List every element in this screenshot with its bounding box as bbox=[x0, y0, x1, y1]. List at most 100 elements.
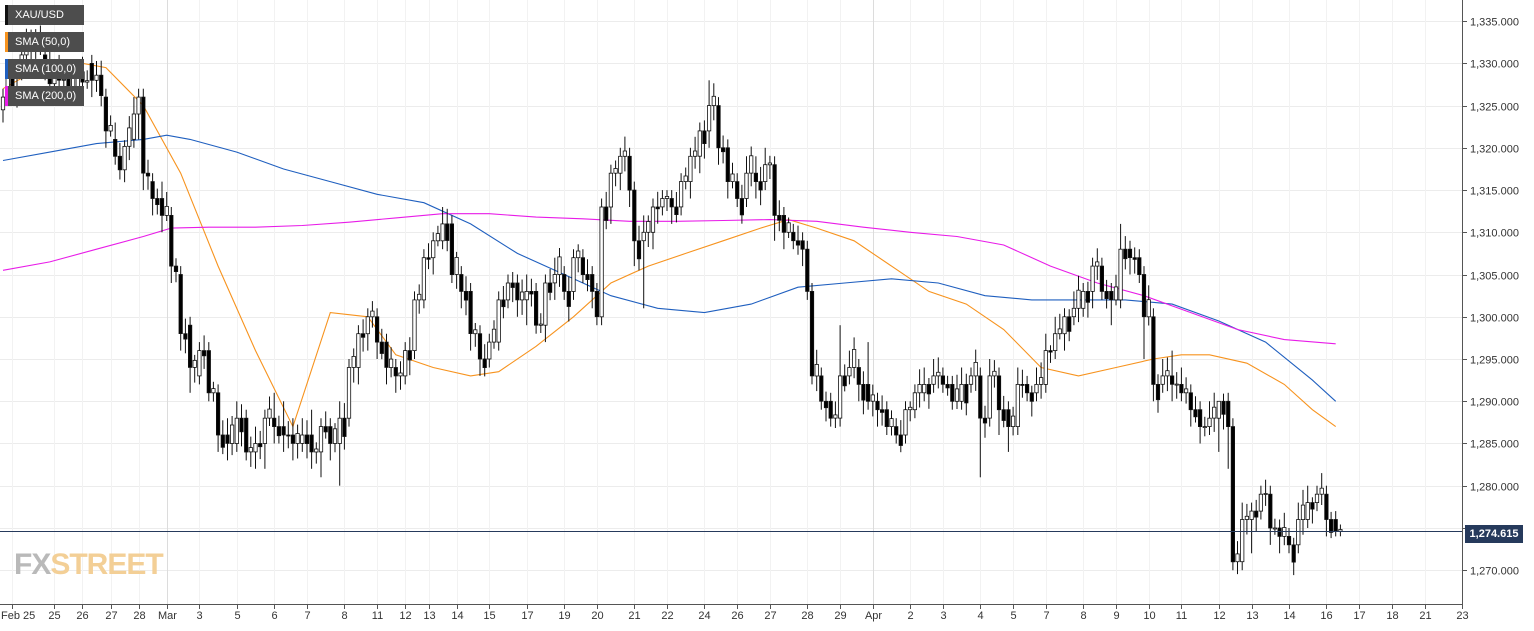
candle-body bbox=[781, 214, 787, 233]
candle-body bbox=[922, 383, 927, 394]
candle bbox=[683, 167, 688, 190]
candle bbox=[875, 392, 880, 427]
candle-body bbox=[1296, 519, 1301, 546]
candle-body bbox=[272, 417, 277, 428]
legend-sma-100[interactable]: SMA (100,0) bbox=[5, 59, 85, 79]
candle bbox=[735, 173, 740, 207]
candle bbox=[1095, 248, 1100, 280]
legend-sma-50[interactable]: SMA (50,0) bbox=[5, 32, 85, 52]
candle bbox=[337, 401, 342, 486]
candle bbox=[1319, 473, 1324, 505]
candle-body bbox=[968, 375, 974, 385]
x-tick-label: 13 bbox=[423, 610, 435, 622]
candle bbox=[1310, 497, 1315, 524]
candle-body bbox=[463, 290, 469, 301]
candle bbox=[342, 403, 347, 450]
candle-body bbox=[996, 375, 1002, 411]
candle bbox=[767, 155, 773, 179]
candle bbox=[669, 190, 674, 224]
candle bbox=[973, 349, 978, 391]
candle-body bbox=[847, 367, 852, 377]
candle bbox=[805, 240, 810, 300]
candle bbox=[552, 257, 557, 300]
y-tick-label: 1,330.000 bbox=[1470, 59, 1519, 71]
x-tick-label: 5 bbox=[234, 610, 240, 622]
candle-body bbox=[1202, 426, 1207, 429]
candle bbox=[1272, 518, 1277, 535]
candle bbox=[996, 367, 1002, 435]
candle bbox=[880, 395, 885, 426]
x-tick-label: 8 bbox=[341, 610, 347, 622]
candle-body bbox=[1249, 510, 1254, 520]
candle-body bbox=[725, 147, 730, 183]
candle bbox=[1090, 257, 1095, 309]
candle bbox=[954, 374, 960, 409]
candle bbox=[155, 188, 160, 215]
candle bbox=[211, 381, 216, 402]
candle-body bbox=[337, 417, 342, 444]
candle-body bbox=[113, 138, 118, 157]
candle bbox=[524, 274, 529, 326]
candle-body bbox=[496, 299, 501, 343]
candle-body bbox=[183, 333, 188, 340]
candle bbox=[936, 357, 941, 389]
x-tick-label: 29 bbox=[834, 610, 846, 622]
candle-body bbox=[1300, 504, 1306, 521]
candle-body bbox=[1226, 400, 1231, 427]
candle-body bbox=[211, 388, 216, 394]
legend-symbol-swatch bbox=[5, 5, 8, 25]
x-tick-label: 28 bbox=[133, 610, 145, 622]
candle bbox=[529, 278, 534, 307]
candle bbox=[599, 198, 604, 326]
candle-body bbox=[1212, 406, 1217, 419]
candle bbox=[356, 325, 361, 385]
candle bbox=[421, 249, 427, 309]
candle-body bbox=[1001, 409, 1006, 421]
candle-body bbox=[1314, 493, 1320, 504]
candle bbox=[463, 276, 469, 316]
candle bbox=[229, 416, 235, 456]
candle bbox=[1132, 247, 1137, 274]
candle bbox=[1226, 392, 1231, 469]
candle-body bbox=[220, 434, 225, 448]
candle-body bbox=[155, 198, 160, 205]
candle bbox=[0, 88, 6, 123]
candle-body bbox=[276, 426, 282, 437]
candle bbox=[744, 156, 749, 207]
candle bbox=[992, 360, 997, 388]
candle bbox=[276, 415, 282, 444]
candle-body bbox=[412, 299, 417, 351]
candle bbox=[1188, 384, 1193, 427]
candle-body bbox=[393, 367, 398, 377]
candle bbox=[1071, 291, 1076, 326]
candle bbox=[1202, 416, 1207, 437]
y-tick-label: 1,325.000 bbox=[1470, 102, 1519, 114]
candle-body bbox=[141, 96, 146, 174]
candle-body bbox=[1254, 510, 1259, 518]
candle-body bbox=[964, 383, 969, 404]
candle bbox=[1029, 385, 1034, 417]
candle-body bbox=[1099, 265, 1104, 292]
legend-sma-200[interactable]: SMA (200,0) bbox=[5, 86, 85, 106]
candle-body bbox=[1113, 286, 1119, 301]
legend: XAU/USD SMA (50,0) SMA (100,0) SMA (200,… bbox=[5, 5, 85, 113]
candle-body bbox=[281, 426, 286, 436]
candle bbox=[127, 116, 132, 161]
candle-body bbox=[1137, 257, 1142, 276]
legend-symbol[interactable]: XAU/USD bbox=[5, 5, 85, 25]
candle-body bbox=[688, 155, 693, 183]
candle bbox=[613, 160, 618, 187]
candle bbox=[800, 232, 805, 267]
candle bbox=[1137, 249, 1142, 283]
candle-body bbox=[524, 290, 529, 301]
candle-body bbox=[1011, 415, 1016, 428]
candle-body bbox=[374, 316, 380, 343]
candle bbox=[131, 97, 136, 148]
candle bbox=[1025, 375, 1030, 402]
candle bbox=[604, 191, 609, 230]
candle bbox=[608, 164, 614, 224]
candle-body bbox=[866, 383, 871, 402]
candle bbox=[267, 396, 272, 426]
